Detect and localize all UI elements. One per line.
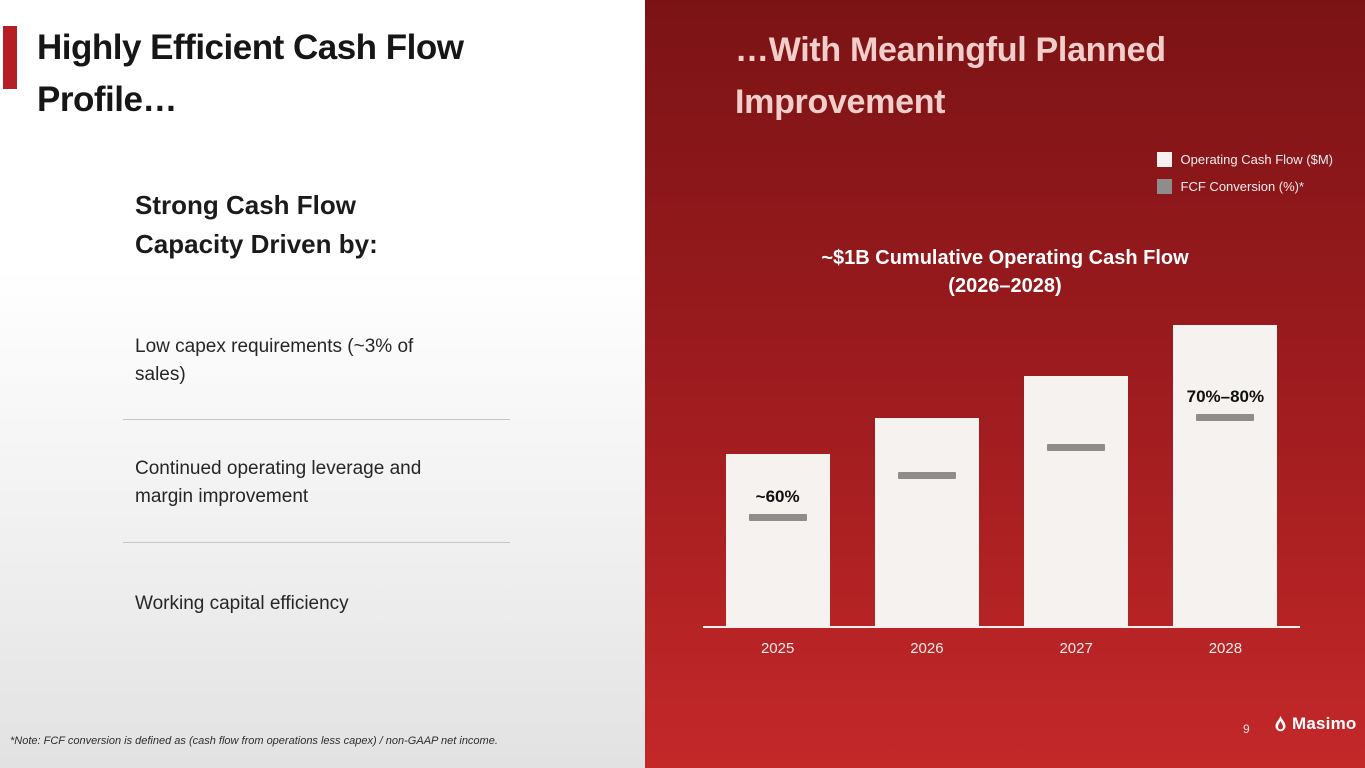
operating-cash-flow-bar	[1173, 325, 1278, 626]
masimo-wordmark: Masimo	[1292, 714, 1357, 733]
bar-slot-2028: 70%–80%	[1173, 325, 1278, 626]
slide-title-left: Highly Efficient Cash Flow Profile…	[37, 28, 464, 119]
masimo-logo: Masimo	[1273, 714, 1357, 734]
x-axis-tick-label: 2025	[760, 640, 795, 657]
slide-title-right: …With Meaningful Planned Improvement	[735, 31, 1166, 121]
fcf-conversion-marker	[1196, 414, 1255, 421]
bullet-low-capex: Low capex requirements (~3% of sales)	[135, 336, 414, 385]
bar-slot-2025: ~60%	[725, 327, 830, 626]
x-axis-tick-label: 2026	[910, 640, 944, 657]
operating-cash-flow-bar	[725, 454, 830, 626]
operating-cash-flow-bar	[874, 418, 979, 626]
bullet-operating-leverage: Continued operating leverage and margin …	[135, 458, 422, 507]
red-accent-bar	[3, 26, 17, 89]
fcf-conversion-marker	[897, 472, 956, 479]
left-panel: Highly Efficient Cash Flow Profile… Stro…	[0, 0, 645, 768]
legend-item-operating-cash-flow: Operating Cash Flow ($M)	[1156, 152, 1333, 167]
chart-plot: ~60% 70%–80%	[703, 325, 1300, 628]
bullet-working-capital: Working capital efficiency	[135, 593, 349, 614]
fcf-conversion-label: 70%–80%	[1186, 387, 1265, 406]
right-panel: …With Meaningful Planned Improvement Ope…	[645, 0, 1365, 768]
bar-slot-2027	[1024, 327, 1129, 626]
bar-slot-2026	[874, 327, 979, 626]
fcf-conversion-marker	[1047, 444, 1106, 451]
fcf-conversion-marker	[748, 514, 807, 521]
masimo-logo-icon	[1275, 715, 1286, 732]
legend-label-operating-cash-flow: Operating Cash Flow ($M)	[1180, 152, 1333, 167]
fcf-conversion-label: ~60%	[755, 487, 800, 506]
bullet-divider	[123, 542, 510, 543]
left-subtitle: Strong Cash Flow Capacity Driven by:	[135, 190, 378, 259]
x-axis-tick-label: 2027	[1059, 640, 1093, 657]
chart-title-line2: (2026–2028)	[948, 275, 1062, 297]
x-axis-tick-label: 2028	[1208, 640, 1243, 657]
operating-cash-flow-bar	[1024, 376, 1129, 626]
legend-item-fcf-conversion: FCF Conversion (%)*	[1156, 179, 1333, 194]
legend-label-fcf-conversion: FCF Conversion (%)*	[1180, 179, 1305, 194]
chart-x-axis-labels: 2025 2026 2027 2028	[703, 640, 1300, 657]
legend-swatch-operating-cash-flow	[1156, 152, 1172, 167]
legend-swatch-fcf-conversion	[1156, 179, 1172, 194]
page-number: 9	[1243, 722, 1250, 736]
footnote: *Note: FCF conversion is defined as (cas…	[10, 735, 498, 747]
chart-legend: Operating Cash Flow ($M) FCF Conversion …	[1156, 152, 1333, 194]
chart-title: ~$1B Cumulative Operating Cash Flow (202…	[745, 244, 1265, 300]
bullet-divider	[123, 419, 510, 420]
chart-title-line1: ~$1B Cumulative Operating Cash Flow	[821, 247, 1189, 269]
